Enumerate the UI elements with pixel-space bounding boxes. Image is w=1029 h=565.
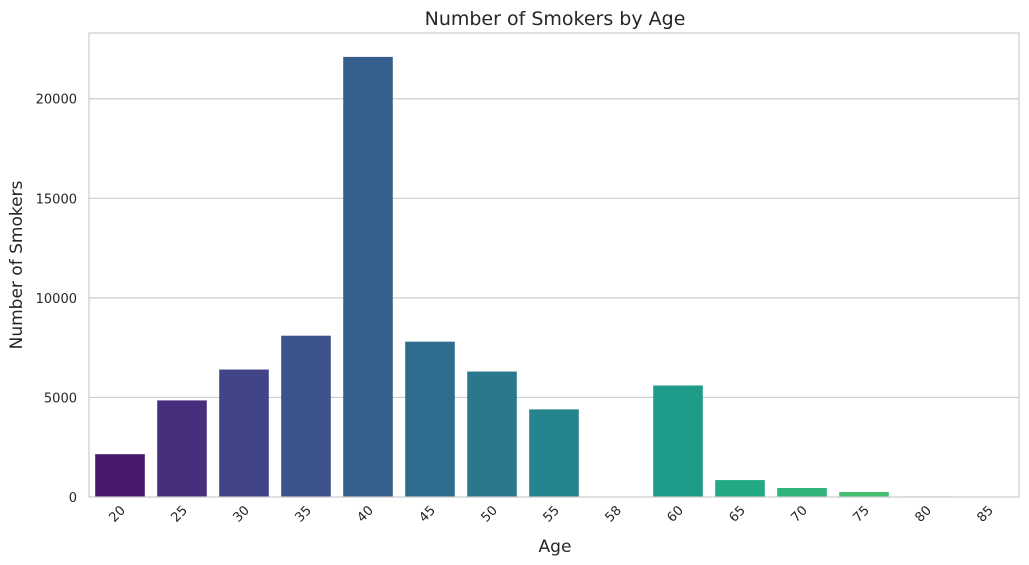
y-axis-label: Number of Smokers [7,180,27,349]
bar-age-45 [405,341,455,497]
x-tick-label: 60 [665,503,687,525]
x-tick-label: 70 [789,503,811,525]
x-tick-label: 75 [851,503,873,525]
bars [95,56,1013,497]
x-tick-label: 50 [479,503,501,525]
y-tick-label: 20000 [36,93,77,108]
x-tick-label: 35 [293,503,315,525]
x-tick-label: 25 [169,503,191,525]
bar-age-30 [219,369,269,497]
bar-age-70 [777,488,827,497]
bar-age-50 [467,371,517,497]
y-tick-label: 5000 [44,391,77,406]
bar-age-55 [529,409,579,497]
bar-age-40 [343,56,393,497]
bar-age-20 [95,454,145,497]
x-tick-label: 45 [417,503,439,525]
y-tick-label: 15000 [36,192,77,207]
x-axis-label: Age [539,537,572,557]
x-tick-label: 80 [913,503,935,525]
bar-age-35 [281,335,331,497]
x-tick-label: 55 [541,503,563,525]
x-tick-label: 30 [231,503,253,525]
x-tick-labels: 20 25 30 35 40 45 50 55 58 60 65 70 75 80 85 [107,503,997,525]
y-tick-label: 0 [69,491,77,506]
x-tick-label: 40 [355,503,377,525]
bar-age-25 [157,400,207,497]
bar-age-65 [715,480,765,497]
grid-lines [89,98,1019,399]
y-tick-labels: 0 5000 10000 15000 20000 [36,93,77,506]
x-tick-label: 85 [975,503,997,525]
chart-title: Number of Smokers by Age [425,8,686,30]
x-tick-label: 58 [603,503,625,525]
bar-age-75 [839,492,889,497]
bar-age-60 [653,385,703,497]
x-tick-label: 65 [727,503,749,525]
plot-frame [88,32,1020,498]
x-tick-label: 20 [107,503,129,525]
y-tick-label: 10000 [36,292,77,307]
